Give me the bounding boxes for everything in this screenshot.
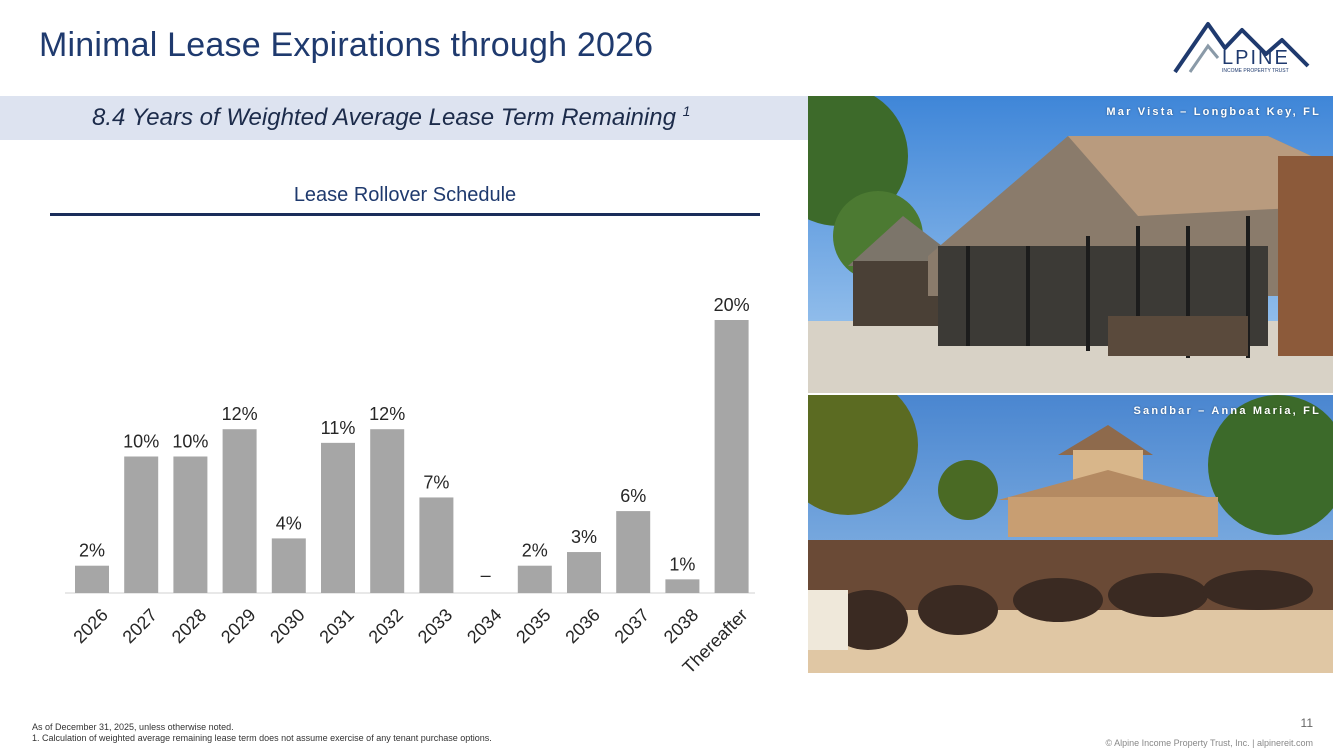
- chart-title: Lease Rollover Schedule: [293, 184, 517, 206]
- x-tick-2037: 2037: [611, 605, 653, 647]
- footer-copyright: © Alpine Income Property Trust, Inc. | a…: [1105, 738, 1313, 748]
- bar-2026: [75, 565, 109, 593]
- photo-caption-sandbar: Sandbar – Anna Maria, FL: [1133, 405, 1321, 417]
- page-number: 11: [1300, 716, 1313, 730]
- x-tick-2031: 2031: [315, 605, 357, 647]
- photo-mar-vista: Mar Vista – Longboat Key, FL: [808, 96, 1333, 393]
- data-label-thereafter: 20%: [714, 295, 750, 315]
- bar-thereafter: [714, 320, 749, 593]
- x-tick-2029: 2029: [217, 605, 259, 647]
- data-label-2029: 12%: [222, 404, 258, 424]
- data-label-2033: 7%: [423, 472, 449, 492]
- page-title: Minimal Lease Expirations through 2026: [39, 26, 654, 64]
- subtitle-footnote-marker: 1: [682, 103, 691, 119]
- footnote-1: 1. Calculation of weighted average remai…: [32, 733, 492, 743]
- bar-2035: [517, 565, 552, 593]
- bar-2038: [665, 579, 700, 593]
- data-label-2027: 10%: [123, 432, 159, 452]
- sandbar-image: [808, 395, 1333, 673]
- data-label-2028: 10%: [172, 432, 208, 452]
- x-tick-2034: 2034: [463, 605, 505, 647]
- x-tick-2032: 2032: [365, 605, 407, 647]
- chart-title-rule: [50, 213, 760, 216]
- subtitle-main: 8.4 Years of Weighted Average Lease Term…: [92, 104, 676, 131]
- bar-2037: [616, 511, 651, 593]
- x-tick-2033: 2033: [414, 605, 456, 647]
- bar-2027: [124, 456, 159, 593]
- data-label-2032: 12%: [369, 404, 405, 424]
- data-label-2026: 2%: [79, 541, 105, 561]
- data-label-2031: 11%: [321, 418, 356, 438]
- x-tick-2038: 2038: [660, 605, 702, 647]
- bar-2029: [222, 429, 257, 593]
- bar-2033: [419, 497, 454, 593]
- x-tick-2027: 2027: [119, 605, 161, 647]
- subtitle-text: 8.4 Years of Weighted Average Lease Term…: [92, 104, 690, 132]
- logo-subtext: INCOME PROPERTY TRUST: [1222, 68, 1289, 74]
- alpine-logo: LPINE INCOME PROPERTY TRUST: [1173, 22, 1310, 74]
- data-label-2038: 1%: [669, 554, 695, 574]
- x-tick-2035: 2035: [512, 605, 554, 647]
- footnotes: As of December 31, 2025, unless otherwis…: [32, 722, 492, 744]
- data-label-2035: 2%: [522, 541, 548, 561]
- bar-2032: [370, 429, 405, 593]
- bar-2031: [321, 442, 355, 593]
- photo-caption-mar-vista: Mar Vista – Longboat Key, FL: [1106, 106, 1321, 118]
- x-tick-2028: 2028: [168, 605, 210, 647]
- x-tick-2030: 2030: [266, 605, 308, 647]
- lease-rollover-chart: 2% 2026 10% 2027 10% 2028 12% 2029 4% 2030 11% 2031…: [65, 295, 755, 678]
- bar-2028: [173, 456, 208, 593]
- data-label-2037: 6%: [620, 486, 646, 506]
- photo-sandbar: Sandbar – Anna Maria, FL: [808, 395, 1333, 673]
- mar-vista-image: [808, 96, 1333, 393]
- data-label-2036: 3%: [571, 527, 597, 547]
- x-tick-2036: 2036: [561, 605, 603, 647]
- data-label-2034: –: [481, 565, 491, 585]
- x-tick-2026: 2026: [69, 605, 111, 647]
- subtitle-banner: [0, 96, 808, 140]
- bar-2030: [271, 538, 306, 593]
- footnote-as-of: As of December 31, 2025, unless otherwis…: [32, 722, 234, 732]
- bar-2036: [567, 552, 601, 593]
- logo-text: LPINE: [1222, 47, 1290, 69]
- data-label-2030: 4%: [276, 513, 302, 533]
